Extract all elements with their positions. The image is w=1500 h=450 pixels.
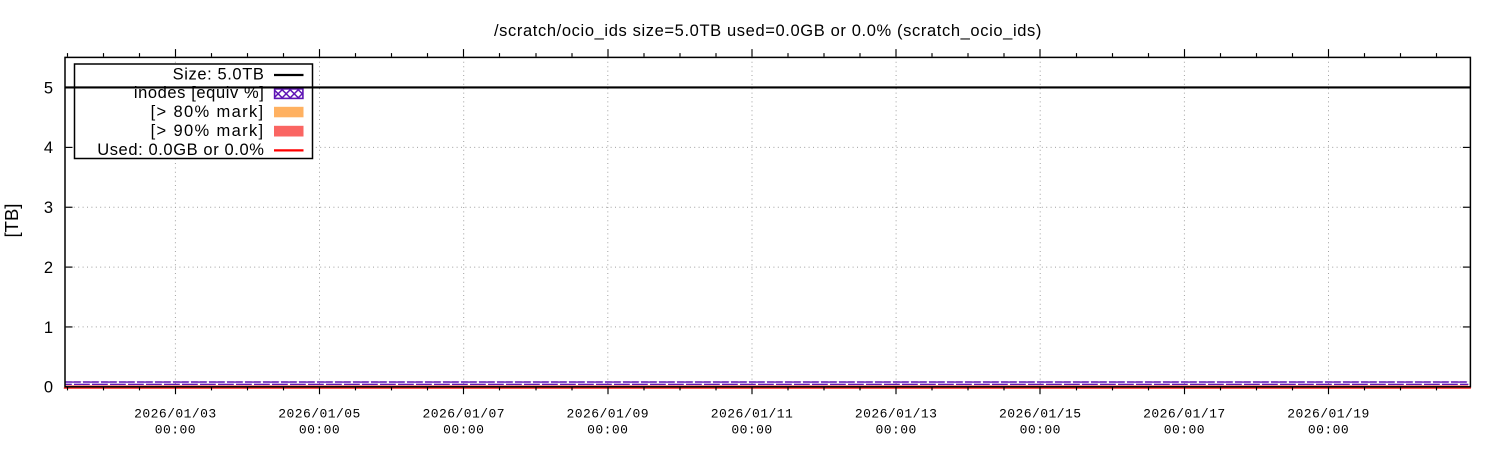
svg-text:[> 80% mark]: [> 80% mark] — [151, 103, 265, 121]
svg-text:00:00: 00:00 — [1308, 423, 1349, 438]
svg-text:00:00: 00:00 — [731, 423, 772, 438]
svg-text:1: 1 — [44, 319, 53, 337]
svg-text:Size: 5.0TB: Size: 5.0TB — [173, 65, 265, 83]
svg-text:2026/01/11: 2026/01/11 — [711, 406, 794, 421]
svg-text:2026/01/19: 2026/01/19 — [1287, 406, 1370, 421]
svg-text:00:00: 00:00 — [1164, 423, 1205, 438]
svg-text:2026/01/09: 2026/01/09 — [567, 406, 650, 421]
svg-text:2026/01/05: 2026/01/05 — [278, 406, 361, 421]
svg-text:00:00: 00:00 — [587, 423, 628, 438]
svg-text:2026/01/03: 2026/01/03 — [134, 406, 217, 421]
svg-text:00:00: 00:00 — [1020, 423, 1061, 438]
svg-text:Used: 0.0GB or 0.0%: Used: 0.0GB or 0.0% — [97, 141, 264, 159]
svg-text:00:00: 00:00 — [299, 423, 340, 438]
svg-text:00:00: 00:00 — [443, 423, 484, 438]
svg-text:2026/01/17: 2026/01/17 — [1143, 406, 1226, 421]
svg-text:[TB]: [TB] — [1, 204, 22, 238]
svg-text:00:00: 00:00 — [155, 423, 196, 438]
svg-text:4: 4 — [44, 139, 53, 157]
svg-text:/scratch/ocio_ids size=5.0TB u: /scratch/ocio_ids size=5.0TB used=0.0GB … — [494, 22, 1042, 40]
svg-text:[> 90% mark]: [> 90% mark] — [151, 122, 265, 140]
svg-text:2026/01/15: 2026/01/15 — [999, 406, 1082, 421]
svg-text:3: 3 — [44, 199, 53, 217]
svg-text:2026/01/13: 2026/01/13 — [855, 406, 938, 421]
svg-text:inodes [equiv %]: inodes [equiv %] — [134, 84, 265, 102]
svg-text:2026/01/07: 2026/01/07 — [422, 406, 505, 421]
svg-text:5: 5 — [44, 79, 53, 97]
svg-text:0: 0 — [44, 379, 53, 397]
svg-text:2: 2 — [44, 259, 53, 277]
svg-text:00:00: 00:00 — [875, 423, 916, 438]
